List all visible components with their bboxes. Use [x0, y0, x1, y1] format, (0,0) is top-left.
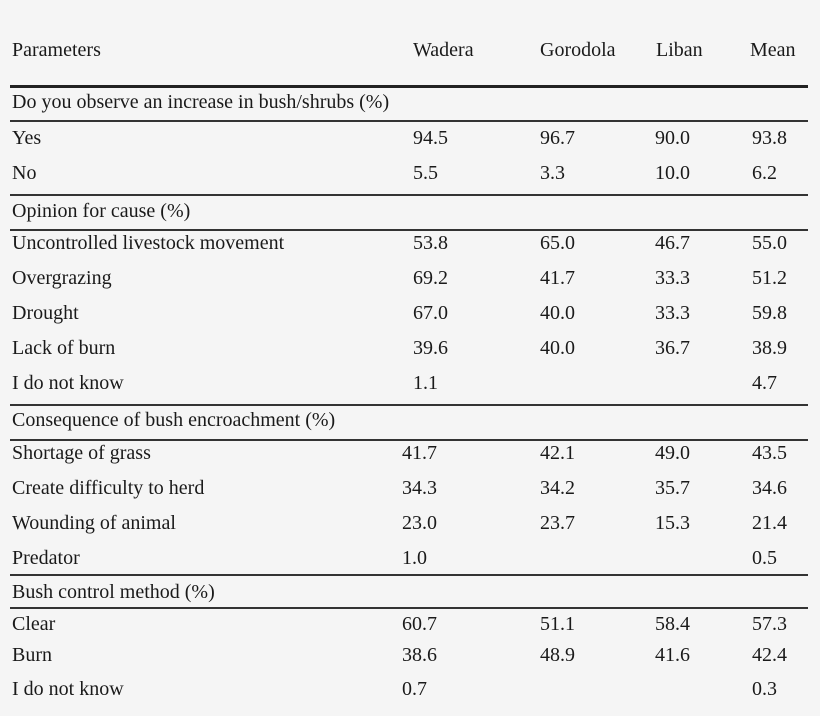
- row-label: I do not know: [12, 372, 124, 394]
- row-label: Burn: [12, 644, 52, 666]
- row-value: 1.0: [402, 547, 427, 569]
- row-value: 4.7: [752, 372, 777, 394]
- row-value: 96.7: [540, 127, 575, 149]
- row-value: 51.2: [752, 267, 787, 289]
- row-value: 41.7: [540, 267, 575, 289]
- row-label: Create difficulty to herd: [12, 477, 205, 499]
- row-label: I do not know: [12, 678, 124, 700]
- header-liban: Liban: [656, 39, 703, 61]
- row-label: Clear: [12, 613, 56, 635]
- row-label: Uncontrolled livestock movement: [12, 232, 285, 254]
- row-value: 3.3: [540, 162, 565, 184]
- row-value: 10.0: [655, 162, 690, 184]
- row-value: 38.6: [402, 644, 437, 666]
- row-value: 65.0: [540, 232, 575, 254]
- row-value: 15.3: [655, 512, 690, 534]
- row-value: 67.0: [413, 302, 448, 324]
- row-value: 0.3: [752, 678, 777, 700]
- row-value: 42.4: [752, 644, 787, 666]
- row-value: 51.1: [540, 613, 575, 635]
- header-parameters: Parameters: [12, 39, 101, 61]
- row-label: Yes: [12, 127, 42, 149]
- row-value: 1.1: [413, 372, 438, 394]
- section-title: Do you observe an increase in bush/shrub…: [12, 91, 390, 113]
- header-mean: Mean: [750, 39, 796, 61]
- section-rule: [10, 439, 808, 441]
- row-value: 34.6: [752, 477, 787, 499]
- row-value: 43.5: [752, 442, 787, 464]
- row-value: 48.9: [540, 644, 575, 666]
- row-value: 0.7: [402, 678, 427, 700]
- section-rule: [10, 607, 808, 609]
- row-value: 40.0: [540, 302, 575, 324]
- row-value: 23.7: [540, 512, 575, 534]
- row-value: 5.5: [413, 162, 438, 184]
- row-value: 55.0: [752, 232, 787, 254]
- section-rule: [10, 404, 808, 406]
- row-value: 42.1: [540, 442, 575, 464]
- row-value: 41.6: [655, 644, 690, 666]
- row-value: 21.4: [752, 512, 787, 534]
- section-rule: [10, 229, 808, 231]
- header-gorodola: Gorodola: [540, 39, 616, 61]
- row-value: 40.0: [540, 337, 575, 359]
- section-rule: [10, 574, 808, 576]
- row-value: 57.3: [752, 613, 787, 635]
- row-value: 94.5: [413, 127, 448, 149]
- row-value: 41.7: [402, 442, 437, 464]
- row-value: 60.7: [402, 613, 437, 635]
- section-title: Bush control method (%): [12, 581, 215, 603]
- header-rule: [10, 85, 808, 88]
- row-value: 36.7: [655, 337, 690, 359]
- row-value: 69.2: [413, 267, 448, 289]
- row-value: 6.2: [752, 162, 777, 184]
- row-value: 59.8: [752, 302, 787, 324]
- row-value: 23.0: [402, 512, 437, 534]
- row-value: 38.9: [752, 337, 787, 359]
- row-value: 0.5: [752, 547, 777, 569]
- row-value: 35.7: [655, 477, 690, 499]
- row-label: Predator: [12, 547, 80, 569]
- row-value: 90.0: [655, 127, 690, 149]
- row-label: Lack of burn: [12, 337, 116, 359]
- row-value: 46.7: [655, 232, 690, 254]
- row-label: No: [12, 162, 37, 184]
- row-value: 33.3: [655, 267, 690, 289]
- section-rule: [10, 120, 808, 122]
- row-label: Overgrazing: [12, 267, 112, 289]
- row-value: 53.8: [413, 232, 448, 254]
- row-value: 34.2: [540, 477, 575, 499]
- row-value: 33.3: [655, 302, 690, 324]
- section-rule: [10, 194, 808, 196]
- row-value: 93.8: [752, 127, 787, 149]
- row-value: 39.6: [413, 337, 448, 359]
- section-title: Consequence of bush encroachment (%): [12, 409, 336, 431]
- row-label: Shortage of grass: [12, 442, 151, 464]
- row-value: 58.4: [655, 613, 690, 635]
- row-value: 49.0: [655, 442, 690, 464]
- header-wadera: Wadera: [413, 39, 474, 61]
- row-value: 34.3: [402, 477, 437, 499]
- row-label: Wounding of animal: [12, 512, 176, 534]
- row-label: Drought: [12, 302, 79, 324]
- section-title: Opinion for cause (%): [12, 200, 191, 222]
